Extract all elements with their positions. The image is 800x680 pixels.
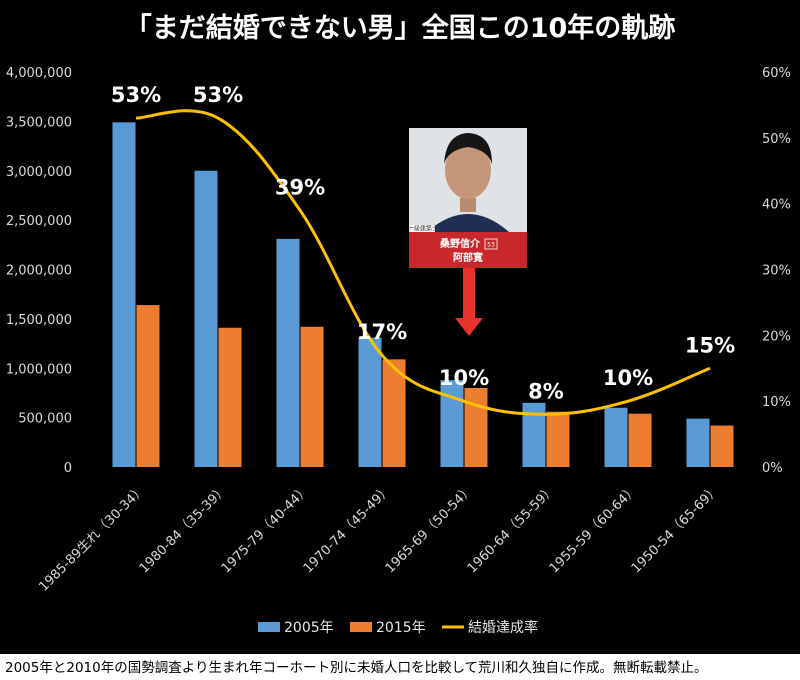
bar-2005 xyxy=(522,402,546,467)
left-tick-label: 2,500,000 xyxy=(6,214,72,229)
left-tick-label: 3,500,000 xyxy=(6,115,72,130)
card-actor-name: 阿部寛 xyxy=(453,251,483,264)
legend-swatch-2015 xyxy=(350,622,372,632)
right-tick-label: 30% xyxy=(762,264,791,279)
bar-2015 xyxy=(546,411,570,467)
portrait-face xyxy=(445,141,491,199)
card-character-name: 桑野信介 xyxy=(439,237,481,250)
pointer-arrow xyxy=(455,268,483,336)
left-axis: 0 500,000 1,000,000 1,500,000 2,000,000 2,500… xyxy=(6,66,72,476)
bar-2005 xyxy=(440,380,464,467)
rate-data-label: 53% xyxy=(193,83,243,107)
left-tick-label: 1,000,000 xyxy=(6,362,72,377)
pct-labels: 53% 53% 39% 17% 10% 8% 10% 15% xyxy=(111,83,735,403)
rate-line xyxy=(135,109,711,416)
right-axis: 0% 10% 20% 30% 40% 50% 60% xyxy=(762,66,791,476)
bar-2015 xyxy=(136,305,160,467)
bar-2005 xyxy=(276,238,300,467)
rate-data-label: 10% xyxy=(603,366,653,390)
character-card: 一級建築士 桑野信介 53 阿部寛 xyxy=(408,128,527,268)
card-badge-box xyxy=(411,225,435,232)
left-tick-label: 0 xyxy=(64,461,72,476)
legend-label-2015: 2015年 xyxy=(376,620,426,636)
rate-data-label: 17% xyxy=(357,320,407,344)
rate-data-label: 10% xyxy=(439,366,489,390)
rate-data-label: 39% xyxy=(275,175,325,199)
left-tick-label: 3,000,000 xyxy=(6,165,72,180)
left-tick-label: 500,000 xyxy=(18,412,72,427)
bar-2015 xyxy=(300,326,324,467)
rate-data-label: 53% xyxy=(111,83,161,107)
card-name-band xyxy=(409,232,527,268)
right-tick-label: 40% xyxy=(762,198,791,213)
portrait-neck xyxy=(460,198,476,212)
bar-2005 xyxy=(112,122,136,468)
bars xyxy=(112,122,734,468)
portrait-hair xyxy=(444,133,492,164)
footnote-background xyxy=(0,654,800,680)
card-badge-text: 一級建築士 xyxy=(408,225,438,233)
right-tick-label: 50% xyxy=(762,132,791,147)
bar-2005 xyxy=(194,170,218,467)
bar-2015 xyxy=(710,425,734,467)
bar-2015 xyxy=(382,359,406,467)
bar-2015 xyxy=(464,388,488,467)
left-tick-label: 4,000,000 xyxy=(6,66,72,81)
bar-2015 xyxy=(628,413,652,467)
legend-swatch-2005 xyxy=(258,622,280,632)
right-tick-label: 0% xyxy=(762,461,783,476)
portrait-shoulders xyxy=(427,214,509,232)
legend: 2005年 2015年 結婚達成率 xyxy=(258,619,538,636)
line-layer xyxy=(135,109,711,416)
right-tick-label: 60% xyxy=(762,66,791,81)
bar-2015 xyxy=(218,327,242,467)
bar-2005 xyxy=(604,407,628,467)
bar-2005 xyxy=(358,337,382,467)
card-age-box xyxy=(484,238,498,250)
bar-2005 xyxy=(686,418,710,467)
legend-label-2005: 2005年 xyxy=(284,620,334,636)
chart-title: 「まだ結婚できない男」全国この10年の軌跡 xyxy=(125,12,676,44)
left-tick-label: 1,500,000 xyxy=(6,313,72,328)
rate-data-label: 8% xyxy=(528,379,564,403)
arrow-shaft xyxy=(463,268,475,318)
right-tick-label: 20% xyxy=(762,329,791,344)
arrow-head xyxy=(455,318,483,336)
left-tick-label: 2,000,000 xyxy=(6,264,72,279)
rate-data-label: 15% xyxy=(685,333,735,357)
card-age: 53 xyxy=(487,242,495,249)
footnote: 2005年と2010年の国勢調査より生まれ年コーホート別に未婚人口を比較して荒川… xyxy=(5,660,708,676)
right-tick-label: 10% xyxy=(762,395,791,410)
legend-label-rate: 結婚達成率 xyxy=(468,619,538,636)
